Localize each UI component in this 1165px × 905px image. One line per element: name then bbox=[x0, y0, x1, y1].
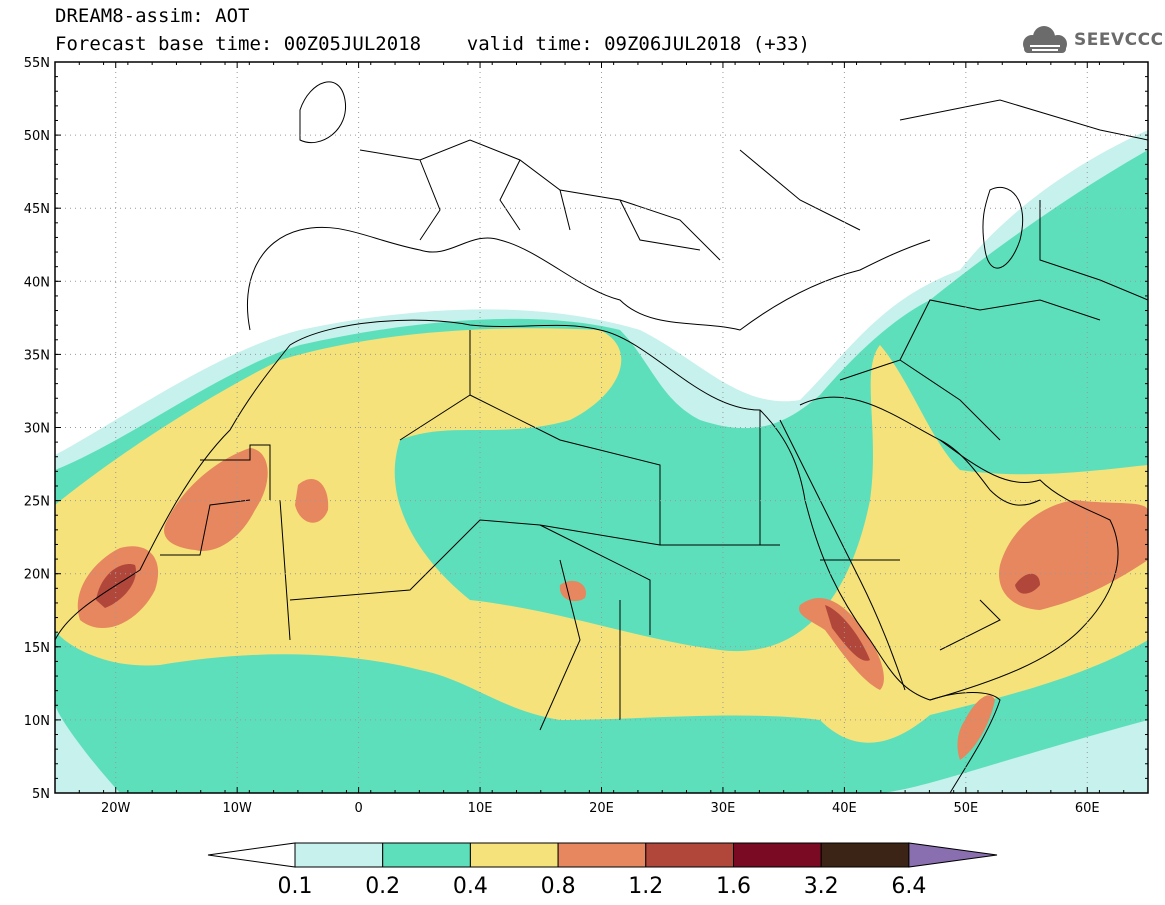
latitude-labels: 55N 50N 45N 40N 35N 30N 25N 20N 15N 10N 5N bbox=[24, 56, 50, 802]
lat-label: 30N bbox=[24, 422, 50, 437]
border-1 bbox=[160, 330, 1001, 731]
colorbar-swatch bbox=[733, 842, 822, 868]
colorbar-label: 0.4 bbox=[453, 874, 488, 899]
colorbar-swatch bbox=[382, 842, 471, 868]
dust-fields bbox=[55, 130, 1148, 793]
colorbar-left-arrow bbox=[207, 842, 296, 868]
lon-label: 40E bbox=[832, 801, 857, 816]
arabia-coast bbox=[799, 396, 1119, 701]
lat-label: 10N bbox=[24, 714, 50, 729]
colorbar-label: 0.8 bbox=[541, 874, 576, 899]
logo-text: SEEVCCC bbox=[1074, 30, 1164, 50]
aot-band-0.8-c bbox=[295, 479, 329, 523]
longitude-labels: 20W 10W 0 10E 20E 30E 40E 50E 60E bbox=[101, 801, 1100, 816]
aot-band-1.2-b bbox=[825, 605, 870, 661]
colorbar-labels: 0.1 0.2 0.4 0.8 1.2 1.6 3.2 6.4 bbox=[278, 874, 927, 899]
colorbar-swatches bbox=[207, 842, 998, 868]
colorbar-label: 0.2 bbox=[365, 874, 400, 899]
colorbar-swatch bbox=[557, 842, 647, 868]
colorbar-right-arrow bbox=[908, 842, 998, 868]
lat-label: 25N bbox=[24, 495, 50, 510]
colorbar-swatch bbox=[294, 842, 384, 868]
lon-label: 20W bbox=[101, 801, 131, 816]
aot-band-0.8-g bbox=[957, 695, 995, 760]
lon-label: 20E bbox=[589, 801, 614, 816]
lon-label: 0 bbox=[354, 801, 362, 816]
lat-label: 40N bbox=[24, 275, 50, 290]
lat-label: 20N bbox=[24, 568, 50, 583]
colorbar-label: 1.6 bbox=[716, 874, 751, 899]
lon-label: 60E bbox=[1075, 801, 1100, 816]
chart-title: DREAM8-assim: AOT bbox=[55, 5, 250, 27]
aot-band-1.2-a bbox=[96, 564, 136, 608]
lon-label: 50E bbox=[953, 801, 978, 816]
colorbar-label: 0.1 bbox=[278, 874, 313, 899]
aot-band-0.8-f bbox=[799, 597, 884, 690]
britain bbox=[299, 81, 346, 144]
red-sea bbox=[779, 419, 906, 691]
colorbar-swatch bbox=[820, 842, 910, 868]
lon-label: 10E bbox=[468, 801, 493, 816]
coastlines bbox=[55, 81, 1148, 793]
colorbar-swatch bbox=[645, 842, 734, 868]
aot-band-0.8-b bbox=[164, 448, 268, 551]
africa-coast bbox=[55, 319, 1001, 793]
lat-label: 35N bbox=[24, 348, 50, 363]
colorbar-label: 6.4 bbox=[891, 874, 926, 899]
border-2 bbox=[359, 99, 1148, 441]
colorbar-swatch bbox=[469, 842, 559, 868]
caspian bbox=[982, 187, 1024, 269]
lon-label: 30E bbox=[711, 801, 736, 816]
colorbar-label: 1.2 bbox=[628, 874, 663, 899]
seevccc-logo bbox=[1023, 26, 1067, 53]
lat-label: 45N bbox=[24, 202, 50, 217]
axis-ticks bbox=[54, 61, 1149, 794]
forecast-time-line: Forecast base time: 00Z05JUL2018 valid t… bbox=[55, 33, 810, 55]
lat-label: 50N bbox=[24, 129, 50, 144]
persian-gulf bbox=[939, 439, 1041, 506]
lon-label: 10W bbox=[222, 801, 252, 816]
aot-band-0.4 bbox=[55, 328, 1148, 743]
aot-band-1.2-c bbox=[1015, 573, 1040, 594]
lat-label: 15N bbox=[24, 641, 50, 656]
lat-label: 55N bbox=[24, 56, 50, 71]
colorbar-label: 3.2 bbox=[804, 874, 839, 899]
lat-label: 5N bbox=[32, 787, 50, 802]
